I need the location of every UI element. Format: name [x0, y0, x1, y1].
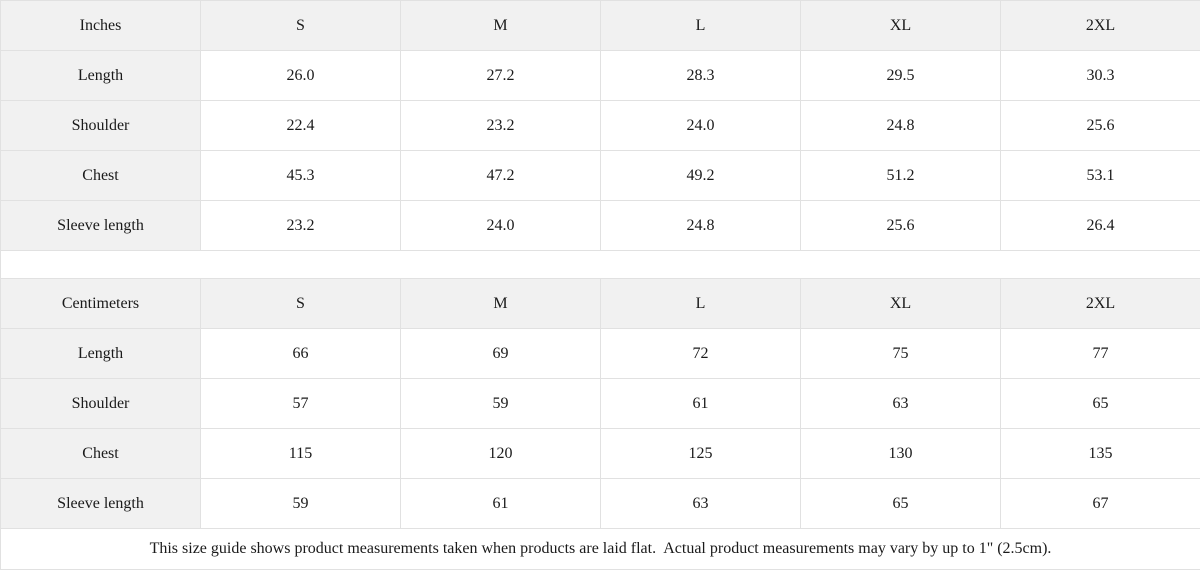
- value-cell: 63: [800, 378, 1001, 429]
- table-row: Length 66 69 72 75 77: [0, 328, 1200, 379]
- row-label-shoulder: Shoulder: [0, 100, 201, 151]
- value-cell: 120: [400, 428, 601, 479]
- size-header-xl: XL: [800, 0, 1001, 51]
- table-row: Chest 115 120 125 130 135: [0, 428, 1200, 479]
- value-cell: 65: [800, 478, 1001, 529]
- table-row: Sleeve length 23.2 24.0 24.8 25.6 26.4: [0, 200, 1200, 251]
- value-cell: 25.6: [1000, 100, 1200, 151]
- unit-header-inches: Inches: [0, 0, 201, 51]
- value-cell: 23.2: [200, 200, 401, 251]
- value-cell: 51.2: [800, 150, 1001, 201]
- value-cell: 66: [200, 328, 401, 379]
- value-cell: 59: [200, 478, 401, 529]
- value-cell: 57: [200, 378, 401, 429]
- value-cell: 24.8: [800, 100, 1001, 151]
- size-header-s: S: [200, 278, 401, 329]
- row-label-shoulder: Shoulder: [0, 378, 201, 429]
- inches-header-row: Inches S M L XL 2XL: [0, 0, 1200, 51]
- table-row: Length 26.0 27.2 28.3 29.5 30.3: [0, 50, 1200, 101]
- value-cell: 75: [800, 328, 1001, 379]
- value-cell: 30.3: [1000, 50, 1200, 101]
- value-cell: 25.6: [800, 200, 1001, 251]
- value-cell: 125: [600, 428, 801, 479]
- size-header-2xl: 2XL: [1000, 278, 1200, 329]
- table-row: Sleeve length 59 61 63 65 67: [0, 478, 1200, 529]
- table-row: Chest 45.3 47.2 49.2 51.2 53.1: [0, 150, 1200, 201]
- size-header-m: M: [400, 278, 601, 329]
- size-header-xl: XL: [800, 278, 1001, 329]
- size-header-l: L: [600, 0, 801, 51]
- value-cell: 24.0: [600, 100, 801, 151]
- size-header-l: L: [600, 278, 801, 329]
- value-cell: 59: [400, 378, 601, 429]
- value-cell: 26.4: [1000, 200, 1200, 251]
- value-cell: 69: [400, 328, 601, 379]
- size-header-m: M: [400, 0, 601, 51]
- value-cell: 115: [200, 428, 401, 479]
- row-label-chest: Chest: [0, 428, 201, 479]
- value-cell: 130: [800, 428, 1001, 479]
- value-cell: 24.8: [600, 200, 801, 251]
- row-label-sleeve-length: Sleeve length: [0, 478, 201, 529]
- value-cell: 65: [1000, 378, 1200, 429]
- value-cell: 47.2: [400, 150, 601, 201]
- size-header-s: S: [200, 0, 401, 51]
- value-cell: 77: [1000, 328, 1200, 379]
- table-spacer-row: [0, 250, 1200, 279]
- value-cell: 29.5: [800, 50, 1001, 101]
- centimeters-header-row: Centimeters S M L XL 2XL: [0, 278, 1200, 329]
- value-cell: 61: [600, 378, 801, 429]
- row-label-sleeve-length: Sleeve length: [0, 200, 201, 251]
- value-cell: 61: [400, 478, 601, 529]
- value-cell: 45.3: [200, 150, 401, 201]
- footer-note: This size guide shows product measuremen…: [0, 528, 1200, 570]
- unit-header-centimeters: Centimeters: [0, 278, 201, 329]
- value-cell: 28.3: [600, 50, 801, 101]
- value-cell: 67: [1000, 478, 1200, 529]
- table-row: Shoulder 57 59 61 63 65: [0, 378, 1200, 429]
- value-cell: 135: [1000, 428, 1200, 479]
- value-cell: 49.2: [600, 150, 801, 201]
- value-cell: 53.1: [1000, 150, 1200, 201]
- table-row: Shoulder 22.4 23.2 24.0 24.8 25.6: [0, 100, 1200, 151]
- row-label-length: Length: [0, 328, 201, 379]
- row-label-length: Length: [0, 50, 201, 101]
- row-label-chest: Chest: [0, 150, 201, 201]
- footer-note-row: This size guide shows product measuremen…: [0, 528, 1200, 570]
- value-cell: 72: [600, 328, 801, 379]
- spacer-cell: [0, 250, 1200, 279]
- size-header-2xl: 2XL: [1000, 0, 1200, 51]
- value-cell: 23.2: [400, 100, 601, 151]
- value-cell: 27.2: [400, 50, 601, 101]
- value-cell: 26.0: [200, 50, 401, 101]
- value-cell: 24.0: [400, 200, 601, 251]
- value-cell: 22.4: [200, 100, 401, 151]
- value-cell: 63: [600, 478, 801, 529]
